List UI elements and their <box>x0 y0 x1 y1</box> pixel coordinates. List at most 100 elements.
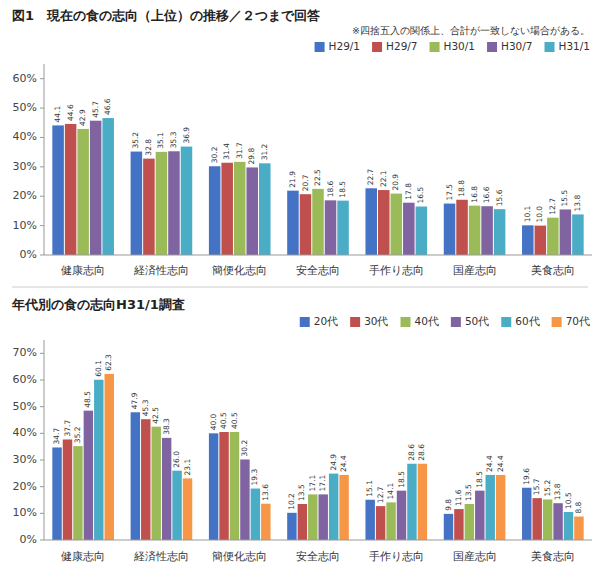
data-label: 17.8 <box>404 183 413 200</box>
data-label: 17.5 <box>445 184 454 201</box>
bar <box>209 166 221 255</box>
data-label: 35.2 <box>73 426 82 443</box>
data-label: 24.9 <box>329 454 338 471</box>
x-tick-label: 安全志向 <box>296 264 340 277</box>
bar <box>403 203 415 255</box>
y-tick <box>40 225 44 226</box>
data-label: 10.0 <box>535 206 544 223</box>
data-label: 15.6 <box>495 189 504 206</box>
bar <box>444 514 453 540</box>
data-label: 20.9 <box>391 174 400 191</box>
bar <box>52 447 61 540</box>
data-label: 18.6 <box>326 180 335 197</box>
bar <box>376 506 385 540</box>
data-label: 15.7 <box>532 478 541 495</box>
data-label: 11.6 <box>454 489 463 506</box>
y-tick <box>40 460 44 461</box>
data-label: 40.5 <box>230 412 239 429</box>
bar <box>65 124 77 255</box>
y-tick-label: 50% <box>13 101 37 114</box>
separator <box>12 287 588 288</box>
data-label: 17.1 <box>318 474 327 491</box>
bar <box>287 191 299 255</box>
y-axis-line <box>44 64 45 255</box>
bar <box>102 118 114 255</box>
bar <box>90 121 102 255</box>
data-label: 48.5 <box>83 391 92 408</box>
title: 図1 現在の食の志向（上位）の推移／２つまで回答 <box>12 8 320 23</box>
legend-swatch <box>501 317 511 327</box>
bar <box>77 129 89 255</box>
y-tick <box>40 486 44 487</box>
x-tick-label: 安全志向 <box>296 550 340 563</box>
bar <box>287 513 296 540</box>
bar <box>156 152 168 255</box>
legend-swatch <box>372 42 382 52</box>
y-tick <box>40 353 44 354</box>
bar <box>454 509 463 540</box>
data-label: 32.8 <box>144 139 153 156</box>
legend-swatch <box>401 317 411 327</box>
x-tick-label: 経済性志向 <box>133 550 189 563</box>
data-label: 8.8 <box>574 501 583 513</box>
legend-item: H30/7 <box>487 40 532 52</box>
data-label: 60.1 <box>94 360 103 377</box>
bar <box>560 209 572 255</box>
y-tick-label: 70% <box>13 346 37 359</box>
data-label: 12.7 <box>548 198 557 215</box>
bar <box>151 427 160 540</box>
legend-label: 30代 <box>364 315 388 327</box>
y-tick <box>40 255 44 256</box>
bar <box>391 194 403 255</box>
bar <box>486 475 495 540</box>
chart: 図1 現在の食の志向（上位）の推移／２つまで回答※四捨五入の関係上、合計が一致し… <box>12 8 592 278</box>
bar <box>547 218 559 255</box>
data-label: 16.8 <box>470 186 479 203</box>
data-label: 40.5 <box>219 412 228 429</box>
bar <box>378 190 390 255</box>
data-label: 19.6 <box>522 468 531 485</box>
y-tick-label: 30% <box>13 453 37 466</box>
bar <box>308 494 317 540</box>
data-label: 29.8 <box>247 148 256 165</box>
y-tick-label: 20% <box>13 480 37 493</box>
x-tick-label: 美食志向 <box>531 264 575 277</box>
bar <box>183 478 192 540</box>
data-label: 9.8 <box>444 499 453 511</box>
bar <box>339 475 348 540</box>
legend-swatch <box>487 42 497 52</box>
legend-swatch <box>350 317 360 327</box>
bar <box>84 411 93 540</box>
data-label: 15.1 <box>365 480 374 497</box>
legend-item: 30代 <box>350 315 388 327</box>
legend-label: H29/7 <box>386 40 417 52</box>
bar <box>209 433 218 540</box>
y-axis: 0%10%20%30%40%50%60% <box>13 64 44 261</box>
bar <box>469 206 481 255</box>
legend: H29/1H29/7H30/1H30/7H31/1 <box>315 40 590 52</box>
x-axis: 健康志向経済性志向簡便化志向安全志向手作り志向国産志向美食志向 <box>44 540 592 563</box>
y-tick <box>40 406 44 407</box>
data-label: 17.1 <box>308 474 317 491</box>
bar <box>143 159 155 255</box>
bar <box>181 147 193 255</box>
data-label: 19.3 <box>250 469 259 486</box>
data-label: 31.4 <box>222 143 231 160</box>
data-label: 16.5 <box>416 187 425 204</box>
y-tick <box>40 108 44 109</box>
bar <box>300 194 312 255</box>
bar <box>494 209 506 255</box>
legend-item: H29/1 <box>315 40 360 52</box>
data-label: 36.9 <box>182 127 191 144</box>
bar <box>572 214 584 255</box>
bar <box>162 438 171 540</box>
bar <box>172 471 181 540</box>
legend-label: H31/1 <box>559 40 590 52</box>
data-label: 13.5 <box>464 484 473 501</box>
legend: 20代30代40代50代60代70代 <box>300 315 590 327</box>
x-tick-label: 経済性志向 <box>133 264 189 277</box>
y-tick-label: 10% <box>13 506 37 519</box>
bar <box>168 151 180 255</box>
data-label: 37.7 <box>63 420 72 437</box>
y-tick <box>40 433 44 434</box>
